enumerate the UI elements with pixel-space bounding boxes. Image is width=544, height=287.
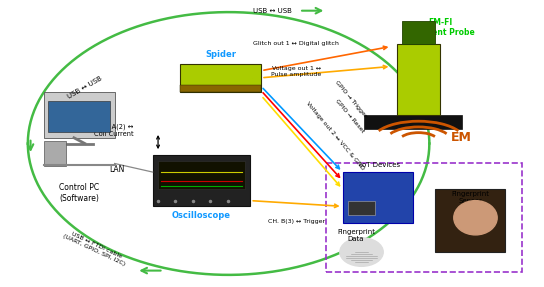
- FancyBboxPatch shape: [44, 92, 115, 138]
- FancyBboxPatch shape: [397, 44, 440, 115]
- Text: USB ↔ USB: USB ↔ USB: [252, 8, 292, 14]
- FancyBboxPatch shape: [153, 155, 250, 206]
- Text: EM: EM: [451, 131, 472, 144]
- FancyBboxPatch shape: [44, 141, 66, 166]
- FancyBboxPatch shape: [343, 172, 413, 224]
- FancyBboxPatch shape: [364, 115, 462, 129]
- Text: Spider: Spider: [205, 50, 236, 59]
- Text: IoT Devices: IoT Devices: [361, 162, 400, 168]
- Text: GPIO → Trigger: GPIO → Trigger: [335, 80, 368, 119]
- FancyBboxPatch shape: [402, 21, 435, 44]
- Text: Fingerprint
Sensor: Fingerprint Sensor: [451, 191, 489, 203]
- Text: Voltage out 1 ↔
Pulse amplitude: Voltage out 1 ↔ Pulse amplitude: [271, 66, 322, 77]
- Text: GPIO → Reset: GPIO → Reset: [335, 99, 366, 134]
- FancyBboxPatch shape: [48, 101, 110, 132]
- FancyBboxPatch shape: [348, 201, 375, 215]
- Text: Fingerprint
Data: Fingerprint Data: [337, 229, 375, 242]
- Text: Voltage out 2 ↔ VCC & GND: Voltage out 2 ↔ VCC & GND: [305, 101, 364, 172]
- Text: Control PC
(Software): Control PC (Software): [59, 183, 100, 203]
- Text: USB ↔ USB: USB ↔ USB: [66, 75, 103, 100]
- Text: Oscilloscope: Oscilloscope: [172, 211, 231, 220]
- Ellipse shape: [340, 238, 383, 266]
- FancyBboxPatch shape: [180, 63, 261, 92]
- Text: CH. B(3) ↔ Trigger: CH. B(3) ↔ Trigger: [268, 219, 325, 224]
- FancyBboxPatch shape: [158, 161, 245, 189]
- FancyBboxPatch shape: [180, 85, 261, 92]
- Text: Glitch out 1 ↔ Digital glitch: Glitch out 1 ↔ Digital glitch: [254, 41, 339, 46]
- Text: CH. A(2) ↔
Coil Current: CH. A(2) ↔ Coil Current: [94, 124, 134, 137]
- FancyBboxPatch shape: [435, 189, 505, 252]
- Ellipse shape: [454, 201, 497, 235]
- Text: EM-FI
Transient Probe: EM-FI Transient Probe: [406, 18, 474, 37]
- Text: USB ↔ FTDI cable
(UART, GPIO, SPI, I2C): USB ↔ FTDI cable (UART, GPIO, SPI, I2C): [63, 228, 129, 267]
- Text: LAN: LAN: [110, 165, 125, 174]
